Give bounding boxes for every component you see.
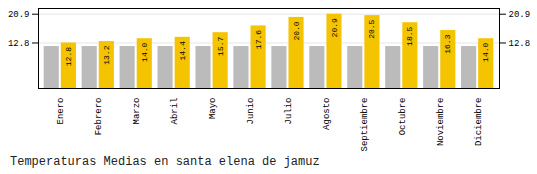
svg-text:Agosto: Agosto [322,98,332,130]
svg-text:20.9: 20.9 [8,10,30,20]
svg-text:Mayo: Mayo [208,98,218,120]
svg-text:Diciembre: Diciembre [474,98,484,147]
svg-text:14.0: 14.0 [140,43,149,62]
svg-text:Julio: Julio [284,98,294,125]
svg-text:14.0: 14.0 [481,43,490,62]
svg-text:17.6: 17.6 [254,30,263,49]
svg-text:Abril: Abril [170,98,180,125]
svg-text:Marzo: Marzo [132,98,142,125]
svg-text:Octubre: Octubre [398,98,408,136]
svg-text:13.2: 13.2 [102,45,111,64]
svg-text:20.9: 20.9 [509,10,531,20]
svg-text:15.7: 15.7 [216,36,225,55]
svg-text:Junio: Junio [246,98,256,125]
svg-text:Enero: Enero [56,98,66,125]
svg-text:Septiembre: Septiembre [360,98,370,152]
svg-text:Noviembre: Noviembre [436,98,446,147]
svg-text:18.5: 18.5 [405,27,414,46]
svg-text:14.4: 14.4 [178,41,187,60]
svg-text:12.8: 12.8 [8,39,30,49]
html-text:Temperaturas Medias en santa e: Temperaturas Medias en santa elena de ja… [10,155,320,169]
svg-text:12.8: 12.8 [64,47,73,66]
svg-text:20.9: 20.9 [330,18,339,37]
svg-text:20.0: 20.0 [292,21,301,40]
svg-text:20.5: 20.5 [367,19,376,38]
svg-text:16.3: 16.3 [443,34,452,53]
svg-text:Febrero: Febrero [94,98,104,136]
svg-text:12.8: 12.8 [509,39,531,49]
